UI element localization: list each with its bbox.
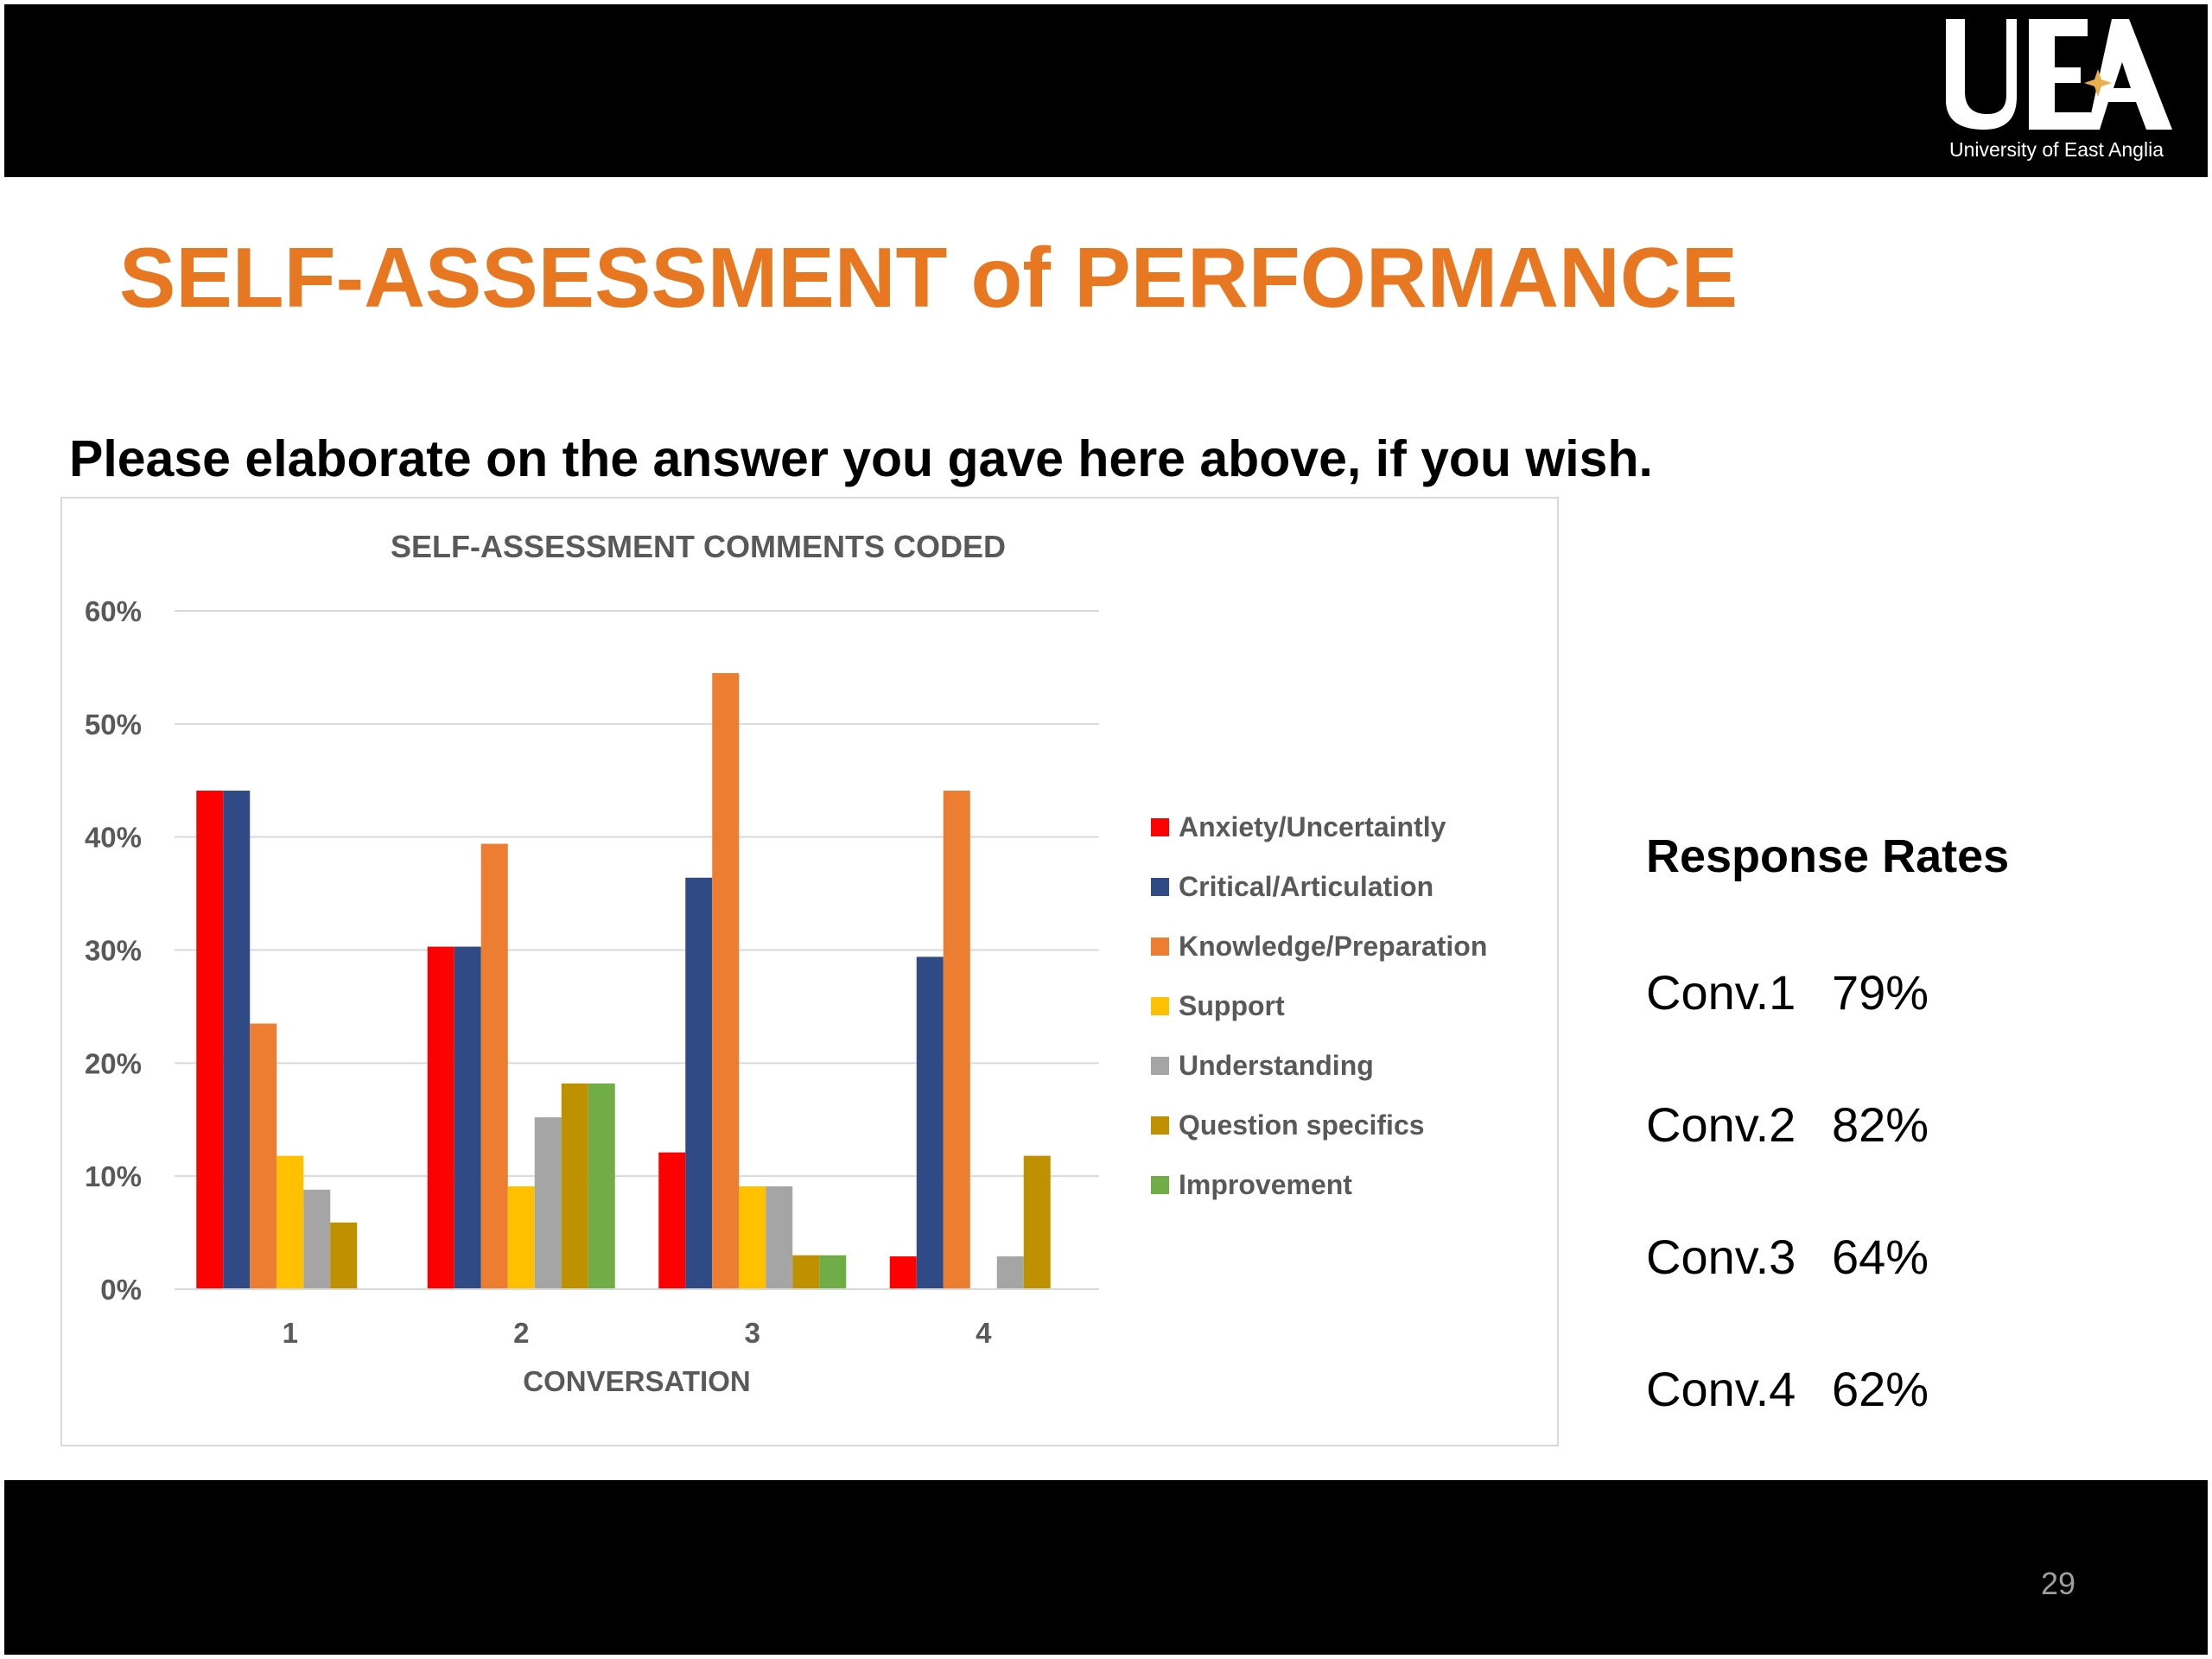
- bar-critical-articulation-4: [916, 957, 944, 1289]
- legend-swatch: [1151, 878, 1169, 896]
- response-rate-row: Conv.3 64%: [1646, 1229, 1929, 1285]
- bar-improvement-3: [819, 1255, 847, 1289]
- response-rate-value: 62%: [1832, 1362, 1929, 1416]
- legend-label: Critical/Articulation: [1179, 871, 1433, 902]
- legend-swatch: [1151, 938, 1169, 956]
- legend-swatch: [1151, 997, 1169, 1015]
- uea-logo: University of East Anglia: [1927, 17, 2177, 168]
- response-rate-value: 64%: [1832, 1230, 1929, 1284]
- bar-knowledge-preparation-4: [943, 791, 970, 1289]
- bar-question-specifics-3: [792, 1255, 820, 1289]
- y-tick-label: 40%: [85, 822, 142, 854]
- legend-label: Anxiety/Uncertaintly: [1179, 811, 1446, 842]
- header-bar: [4, 4, 2208, 177]
- response-rate-label: Conv.2: [1646, 1097, 1796, 1152]
- page-number: 29: [2041, 1566, 2076, 1601]
- response-rates-title: Response Rates: [1646, 830, 2010, 882]
- y-tick-label: 60%: [85, 595, 142, 627]
- chart-container: SELF-ASSESSMENT COMMENTS CODED 0% 10% 20% 30…: [60, 497, 1559, 1446]
- bar-anxiety-uncertaintly-1: [196, 791, 224, 1289]
- question-text: Please elaborate on the answer you gave …: [69, 430, 1653, 487]
- y-tick-label: 50%: [85, 709, 142, 741]
- bar-anxiety-uncertaintly-3: [658, 1152, 686, 1289]
- legend-label: Support: [1179, 990, 1285, 1021]
- bar-knowledge-preparation-2: [480, 843, 508, 1289]
- y-tick-label: 30%: [85, 935, 142, 967]
- legend-swatch: [1151, 1176, 1169, 1194]
- bar-critical-articulation-1: [223, 791, 251, 1289]
- bar-critical-articulation-3: [685, 877, 713, 1289]
- y-tick-label: 0%: [100, 1274, 142, 1306]
- bar-knowledge-preparation-1: [250, 1023, 277, 1289]
- x-tick-label: 1: [283, 1317, 298, 1349]
- response-rate-row: Conv.2 82%: [1646, 1096, 1929, 1153]
- response-rate-value: 79%: [1832, 965, 1929, 1020]
- bar-question-specifics-2: [561, 1083, 588, 1289]
- bar-support-1: [276, 1155, 304, 1289]
- bar-question-specifics-4: [1023, 1155, 1051, 1289]
- bar-anxiety-uncertaintly-4: [889, 1256, 917, 1289]
- logo-caption: University of East Anglia: [1948, 138, 2164, 161]
- bar-anxiety-uncertaintly-2: [427, 946, 454, 1289]
- bar-understanding-4: [996, 1256, 1024, 1289]
- bar-improvement-2: [588, 1083, 615, 1289]
- bar-understanding-2: [534, 1117, 562, 1289]
- uea-logo-mark: [1930, 19, 2172, 130]
- chart-title: SELF-ASSESSMENT COMMENTS CODED: [391, 529, 1006, 564]
- response-rate-label: Conv.3: [1646, 1230, 1796, 1284]
- response-rate-value: 82%: [1832, 1097, 1929, 1152]
- legend-label: Question specifics: [1179, 1109, 1425, 1141]
- y-tick-label: 10%: [85, 1160, 142, 1192]
- legend-swatch: [1151, 818, 1169, 836]
- bar-knowledge-preparation-3: [712, 672, 740, 1289]
- legend-label: Improvement: [1179, 1169, 1352, 1200]
- y-tick-label: 20%: [85, 1047, 142, 1079]
- bar-chart: SELF-ASSESSMENT COMMENTS CODED 0% 10% 20% 30…: [85, 529, 1487, 1397]
- x-tick-label: 4: [976, 1317, 992, 1349]
- response-rate-label: Conv.4: [1646, 1362, 1796, 1416]
- x-tick-label: 3: [745, 1317, 760, 1349]
- response-rate-row: Conv.4 62%: [1646, 1361, 1929, 1417]
- response-rate-label: Conv.1: [1646, 965, 1796, 1020]
- legend-label: Knowledge/Preparation: [1179, 931, 1487, 962]
- response-rate-row: Conv.1 79%: [1646, 964, 1929, 1020]
- bar-question-specifics-1: [330, 1222, 358, 1289]
- bar-support-3: [739, 1185, 766, 1289]
- footer-bar: [4, 1480, 2208, 1655]
- legend-label: Understanding: [1179, 1050, 1374, 1081]
- x-tick-label: 2: [513, 1317, 529, 1349]
- bar-understanding-1: [303, 1189, 331, 1289]
- bar-understanding-3: [766, 1185, 793, 1289]
- bar-support-2: [507, 1185, 535, 1289]
- x-axis-label: CONVERSATION: [523, 1365, 750, 1397]
- page-title: SELF-ASSESSMENT of PERFORMANCE: [119, 230, 1738, 325]
- legend-swatch: [1151, 1057, 1169, 1075]
- bar-critical-articulation-2: [454, 946, 481, 1289]
- legend-swatch: [1151, 1116, 1169, 1135]
